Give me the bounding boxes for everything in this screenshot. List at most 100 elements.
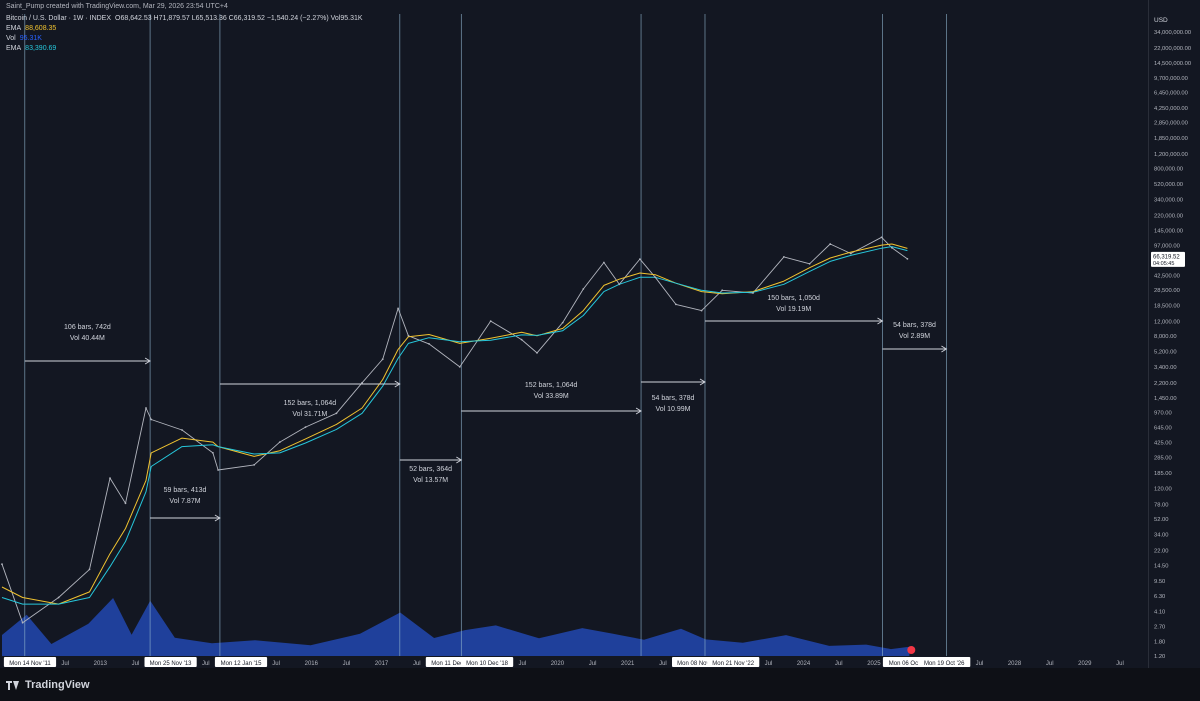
indicator-ema-slow[interactable]: EMA 83,390.69 bbox=[6, 44, 363, 54]
tradingview-logo-icon bbox=[6, 680, 20, 690]
measure-volume-text: Vol 31.71M bbox=[292, 411, 328, 418]
currency-label[interactable]: USD bbox=[1154, 17, 1168, 24]
measure-arrow-2[interactable] bbox=[150, 514, 221, 522]
measure-label-8: 54 bars, 378d Vol 2.89M bbox=[893, 320, 936, 342]
measure-label-3: 152 bars, 1,064d Vol 31.71M bbox=[284, 398, 337, 420]
price-point bbox=[57, 596, 60, 599]
price-tick-label: 185.00 bbox=[1154, 471, 1172, 477]
price-point bbox=[849, 252, 852, 255]
price-tick-label: 645.00 bbox=[1154, 426, 1172, 432]
time-axis-label: Mon 14 Nov '11 bbox=[3, 657, 57, 667]
price-point bbox=[278, 441, 281, 443]
price-tick-label: 52.00 bbox=[1154, 517, 1169, 523]
last-price-tag[interactable] bbox=[1151, 251, 1185, 267]
price-tick-label: 42,500.00 bbox=[1154, 273, 1180, 279]
price-chart[interactable]: Mon 14 Nov '11 Jul 2013 Jul Mon 25 Nov '13 Ju… bbox=[0, 0, 1148, 668]
price-point bbox=[397, 307, 399, 310]
price-point bbox=[891, 246, 893, 249]
time-tick-text: Mon 06 Oct '25 bbox=[889, 661, 930, 667]
indicator-volume[interactable]: Vol 95.31K bbox=[6, 34, 363, 44]
price-point bbox=[407, 334, 410, 337]
bar-countdown: 04:05:45 bbox=[1153, 261, 1174, 267]
price-point bbox=[381, 358, 384, 361]
price-point bbox=[1, 563, 3, 566]
time-axis-label: Mon 25 Nov '13 bbox=[144, 657, 197, 667]
time-tick-text: Mon 12 Jan '15 bbox=[221, 661, 263, 667]
indicator-ema-fast[interactable]: EMA 88,608.35 bbox=[6, 24, 363, 34]
time-axis-label: Jul bbox=[413, 661, 421, 667]
event-marker-icon[interactable] bbox=[907, 646, 916, 654]
measure-volume-text: Vol 2.89M bbox=[898, 333, 931, 340]
measure-bars-text: 54 bars, 378d bbox=[651, 395, 695, 402]
measure-arrow-5[interactable] bbox=[461, 407, 642, 415]
time-tick-text: 2013 bbox=[94, 661, 108, 667]
symbol-title[interactable]: Bitcoin / U.S. Dollar · 1W · INDEX bbox=[6, 15, 112, 22]
volume-area bbox=[2, 598, 910, 656]
time-tick-text: Jul bbox=[413, 661, 421, 667]
time-tick-text: Jul bbox=[765, 661, 773, 667]
measure-bars-text: 150 bars, 1,050d bbox=[767, 295, 820, 302]
chart-credit: Saint_Pump created with TradingView.com,… bbox=[6, 3, 228, 10]
time-tick-text: Mon 08 Nov '21 bbox=[677, 661, 719, 667]
price-tick-label: 14.50 bbox=[1154, 564, 1169, 570]
price-tick-label: 4.10 bbox=[1154, 610, 1165, 616]
price-point bbox=[752, 292, 754, 294]
time-axis-label: 2028 bbox=[1008, 661, 1022, 667]
measure-label-5: 152 bars, 1,064d Vol 33.89M bbox=[525, 380, 578, 402]
price-tick-label: 4,250,000.00 bbox=[1154, 106, 1188, 112]
time-tick-text: Jul bbox=[61, 661, 69, 667]
chart-legend: Bitcoin / U.S. Dollar · 1W · INDEX O68,6… bbox=[6, 14, 363, 54]
measure-arrow-8[interactable] bbox=[882, 345, 948, 353]
footer-bar bbox=[0, 668, 1200, 701]
measure-volume-text: Vol 10.99M bbox=[655, 406, 691, 413]
measure-arrow-head bbox=[214, 514, 221, 522]
measure-label-2: 59 bars, 413d Vol 7.87M bbox=[164, 485, 207, 507]
measure-volume-text: Vol 33.89M bbox=[533, 393, 569, 400]
price-point bbox=[150, 418, 153, 421]
time-tick-text: Jul bbox=[589, 661, 597, 667]
measure-arrow-head bbox=[941, 345, 948, 353]
price-point bbox=[304, 426, 307, 428]
time-tick-text: Jul bbox=[1046, 661, 1054, 667]
tradingview-logo[interactable]: TradingView bbox=[6, 679, 90, 691]
price-point bbox=[639, 258, 641, 260]
price-point bbox=[561, 321, 564, 324]
time-axis-label: Mon 12 Jan '15 bbox=[214, 657, 268, 667]
price-axis[interactable]: USD 34,000,000.00 22,000,000.00 14,500,000.… bbox=[1148, 0, 1200, 668]
time-tick-text: Mon 25 Nov '13 bbox=[150, 661, 192, 667]
measure-arrow-4[interactable] bbox=[399, 456, 463, 464]
price-point bbox=[124, 502, 127, 505]
price-point bbox=[618, 283, 621, 286]
price-tick-label: 425.00 bbox=[1154, 441, 1172, 447]
time-axis-label: Jul bbox=[976, 661, 984, 667]
measure-arrow-3[interactable] bbox=[219, 380, 401, 388]
time-tick-text: 2020 bbox=[551, 661, 565, 667]
time-axis-label: Jul bbox=[589, 661, 597, 667]
measure-label-6: 54 bars, 378d Vol 10.99M bbox=[652, 393, 695, 415]
price-tick-label: 12,000.00 bbox=[1154, 319, 1180, 325]
measure-arrow-1[interactable] bbox=[24, 357, 151, 365]
chart-background bbox=[0, 0, 1148, 668]
ema-slow-line bbox=[1, 246, 908, 605]
time-axis-label: 2013 bbox=[94, 661, 108, 667]
time-tick-text: 2017 bbox=[375, 661, 389, 667]
measure-volume-text: Vol 40.44M bbox=[69, 335, 105, 342]
price-tick-label: 97,000.00 bbox=[1154, 243, 1180, 249]
measure-arrow-6[interactable] bbox=[641, 378, 706, 386]
time-tick-text: Jul bbox=[202, 661, 210, 667]
price-point bbox=[217, 469, 220, 471]
price-point bbox=[603, 261, 605, 264]
price-tick-label: 1.20 bbox=[1154, 654, 1165, 660]
time-tick-text: Mon 19 Oct '26 bbox=[924, 661, 965, 667]
measure-label-7: 150 bars, 1,050d Vol 19.19M bbox=[767, 293, 820, 315]
measure-arrow-7[interactable] bbox=[704, 317, 884, 325]
indicator-label: EMA bbox=[6, 25, 22, 32]
indicator-label: EMA bbox=[6, 45, 22, 52]
price-tick-label: 3,400.00 bbox=[1154, 365, 1177, 371]
price-point bbox=[428, 343, 430, 345]
measure-bars-text: 106 bars, 742d bbox=[64, 324, 111, 331]
time-tick-text: Mon 21 Nov '22 bbox=[712, 661, 754, 667]
price-point bbox=[361, 381, 363, 384]
time-axis-label: Jul bbox=[1046, 661, 1054, 667]
price-point bbox=[212, 452, 214, 454]
